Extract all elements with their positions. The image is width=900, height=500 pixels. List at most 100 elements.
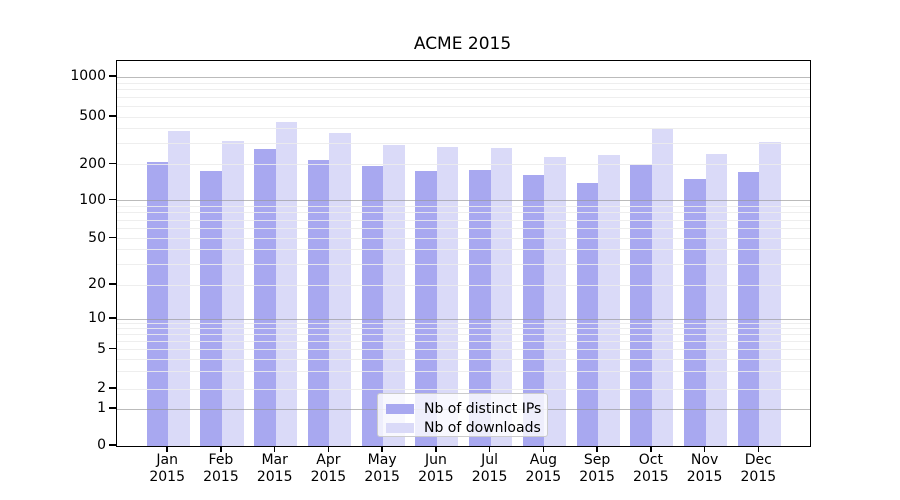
y-tick-label-5: 5	[97, 340, 106, 357]
y-tick-mark	[109, 444, 116, 446]
x-tick-mark	[220, 446, 222, 452]
minor-gridline-60	[117, 228, 810, 229]
y-tick-label-10: 10	[88, 310, 106, 326]
minor-gridline-90	[117, 205, 810, 207]
y-tick-mark	[109, 387, 116, 389]
minor-gridline-40	[117, 249, 810, 251]
y-tick-mark	[109, 75, 116, 77]
minor-gridline-9	[117, 323, 810, 325]
legend-item-downloads: Nb of downloads	[386, 418, 547, 437]
x-tick-mark	[435, 446, 437, 452]
downloads-swatch	[386, 422, 414, 433]
x-tick-label-jan: Jan 2015	[149, 452, 185, 485]
x-tick-label-nov: Nov 2015	[686, 452, 723, 485]
y-tick-mark	[109, 347, 116, 350]
minor-gridline-4	[117, 358, 810, 360]
y-tick-mark	[109, 317, 116, 319]
minor-gridline-500	[117, 116, 810, 118]
bar-distinct-ips-jan	[146, 161, 169, 446]
y-tick-mark	[109, 407, 116, 409]
x-tick-mark	[488, 446, 491, 452]
legend-label: Nb of downloads	[424, 419, 541, 436]
y-tick-label-1000: 1000	[70, 68, 106, 84]
x-tick-label-jun: Jun 2015	[418, 452, 454, 485]
minor-gridline-600	[117, 105, 810, 107]
bar-downloads-sep	[598, 154, 620, 446]
y-tick-mark	[109, 198, 116, 201]
legend-label: Nb of distinct IPs	[424, 400, 542, 417]
minor-gridline-200	[117, 164, 810, 165]
x-tick-label-apr: Apr 2015	[310, 452, 347, 485]
minor-gridline-300	[117, 142, 810, 144]
plot-area	[116, 60, 811, 447]
major-gridline-10	[117, 318, 810, 320]
x-tick-mark	[381, 446, 383, 452]
bar-distinct-ips-sep	[576, 183, 599, 446]
minor-gridline-30	[117, 263, 810, 265]
y-tick-label-200: 200	[79, 155, 106, 172]
x-tick-mark	[650, 446, 652, 452]
bar-distinct-ips-dec	[737, 171, 760, 446]
bar-distinct-ips-jul	[469, 170, 491, 446]
bar-distinct-ips-jun	[415, 171, 437, 446]
bar-distinct-ips-aug	[522, 174, 545, 446]
x-tick-label-mar: Mar 2015	[256, 452, 293, 485]
x-tick-mark	[327, 446, 330, 452]
y-tick-mark	[109, 236, 116, 239]
x-tick-label-oct: Oct 2015	[633, 452, 669, 485]
y-tick-label-500: 500	[79, 108, 106, 124]
x-tick-mark	[273, 446, 276, 452]
y-tick-mark	[109, 283, 116, 285]
bar-distinct-ips-mar	[254, 149, 276, 446]
minor-gridline-3	[117, 371, 810, 373]
bar-distinct-ips-feb	[200, 170, 222, 446]
x-tick-mark	[596, 446, 598, 452]
bar-downloads-dec	[759, 141, 781, 446]
x-tick-mark	[166, 446, 168, 452]
bar-distinct-ips-nov	[684, 179, 706, 446]
y-tick-label-20: 20	[88, 276, 106, 292]
x-tick-label-sep: Sep 2015	[579, 452, 615, 485]
minor-gridline-700	[117, 97, 810, 99]
minor-gridline-80	[117, 212, 810, 214]
bar-downloads-oct	[651, 128, 674, 446]
x-tick-label-feb: Feb 2015	[203, 452, 239, 485]
y-tick-label-50: 50	[88, 229, 106, 246]
minor-gridline-50	[117, 238, 810, 239]
y-tick-label-2: 2	[97, 380, 106, 396]
minor-gridline-400	[117, 128, 810, 130]
y-tick-mark	[109, 115, 116, 117]
bar-distinct-ips-oct	[630, 164, 652, 446]
bar-downloads-apr	[329, 132, 351, 446]
major-gridline-1000	[117, 76, 810, 78]
bar-distinct-ips-apr	[307, 159, 330, 446]
minor-gridline-70	[117, 219, 810, 221]
minor-gridline-800	[117, 89, 810, 91]
bar-distinct-ips-may	[361, 166, 384, 446]
y-tick-mark	[109, 162, 116, 165]
x-tick-label-jul: Jul 2015	[471, 452, 508, 485]
y-tick-label-0: 0	[97, 437, 106, 453]
x-tick-mark	[757, 446, 760, 452]
minor-gridline-900	[117, 82, 810, 84]
y-tick-label-100: 100	[79, 191, 106, 208]
x-tick-label-dec: Dec 2015	[740, 452, 777, 485]
legend-item-distinct-ips: Nb of distinct IPs	[386, 399, 547, 418]
minor-gridline-2	[117, 388, 810, 390]
y-tick-label-1: 1	[97, 400, 106, 416]
bar-downloads-feb	[221, 141, 244, 446]
minor-gridline-5	[117, 349, 810, 350]
bar-downloads-mar	[275, 122, 298, 446]
minor-gridline-8	[117, 328, 810, 330]
minor-gridline-20	[117, 284, 810, 286]
x-tick-mark	[703, 446, 706, 452]
chart-title: ACME 2015	[413, 34, 512, 54]
major-gridline-100	[117, 200, 810, 201]
bar-downloads-aug	[544, 157, 566, 446]
x-tick-label-may: May 2015	[364, 452, 400, 485]
bar-downloads-jan	[168, 131, 190, 446]
minor-gridline-6	[117, 340, 810, 342]
x-tick-label-aug: Aug 2015	[525, 452, 562, 485]
minor-gridline-7	[117, 334, 810, 336]
